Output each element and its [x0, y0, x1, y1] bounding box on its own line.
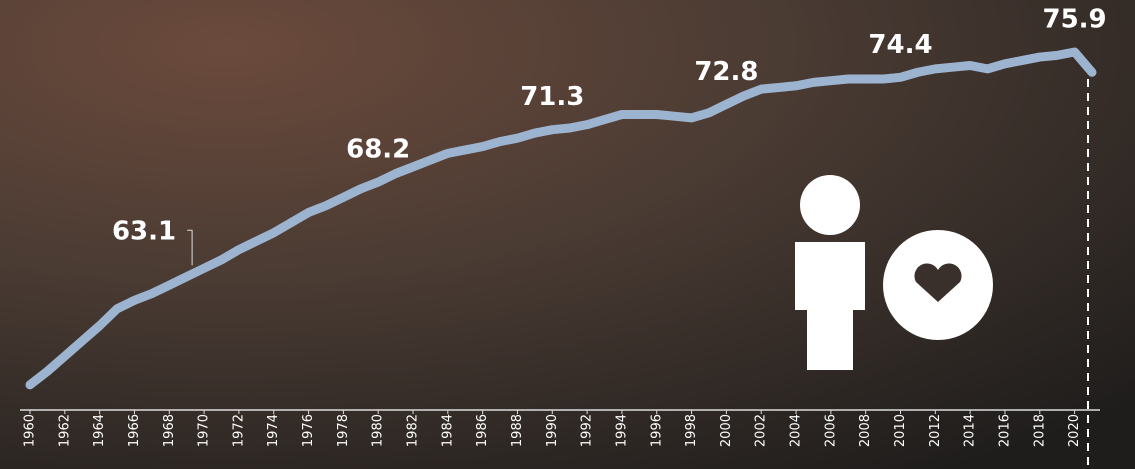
data-label: 72.8 [694, 57, 758, 87]
x-tick-label: 2018 [1032, 414, 1047, 447]
x-tick-label: 1964 [92, 414, 107, 447]
x-tick-label: 1990 [545, 414, 560, 447]
x-tick-label: 2020 [1067, 414, 1082, 447]
x-tick-label: 1976 [301, 414, 316, 447]
x-tick-label: 1988 [510, 414, 525, 447]
x-tick-label: 1986 [475, 414, 490, 447]
x-tick-label: 1974 [266, 414, 281, 447]
data-label: 71.3 [520, 82, 584, 112]
x-tick-label: 1998 [684, 414, 699, 447]
data-label: 63.1 [112, 217, 176, 247]
x-tick-label: 1978 [336, 414, 351, 447]
x-tick-label: 2016 [997, 414, 1012, 447]
x-tick-label: 1970 [197, 414, 212, 447]
data-label: 74.4 [868, 30, 932, 60]
page: {"chart_data": {"type": "line", "x": [19… [0, 0, 1135, 469]
x-tick-label: 1996 [649, 414, 664, 447]
x-tick-label: 1960 [23, 414, 38, 447]
x-tick-label: 2012 [928, 414, 943, 447]
x-tick-label: 2014 [963, 414, 978, 447]
x-tick-label: 2008 [858, 414, 873, 447]
x-tick-label: 2000 [719, 414, 734, 447]
x-tick-label: 1992 [580, 414, 595, 447]
x-tick-label: 2010 [893, 414, 908, 447]
x-tick-label: 1962 [57, 414, 72, 447]
chart: 1960 1962 1964 1966 1968 1970 1972 1974 1976 1978… [0, 0, 1135, 469]
data-label: 75.9 [1043, 4, 1107, 34]
x-tick-label: 1980 [371, 414, 386, 447]
x-tick-label: 1966 [127, 414, 142, 447]
x-tick-label: 1982 [406, 414, 421, 447]
data-label: 68.2 [346, 135, 410, 165]
x-tick-label: 1972 [231, 414, 246, 447]
x-tick-label: 2004 [789, 414, 804, 447]
x-tick-label: 1968 [162, 414, 177, 447]
x-tick-label: 2006 [823, 414, 838, 447]
x-tick-label: 2002 [754, 414, 769, 447]
x-tick-label: 1984 [440, 414, 455, 447]
x-tick-label: 1994 [614, 414, 629, 447]
